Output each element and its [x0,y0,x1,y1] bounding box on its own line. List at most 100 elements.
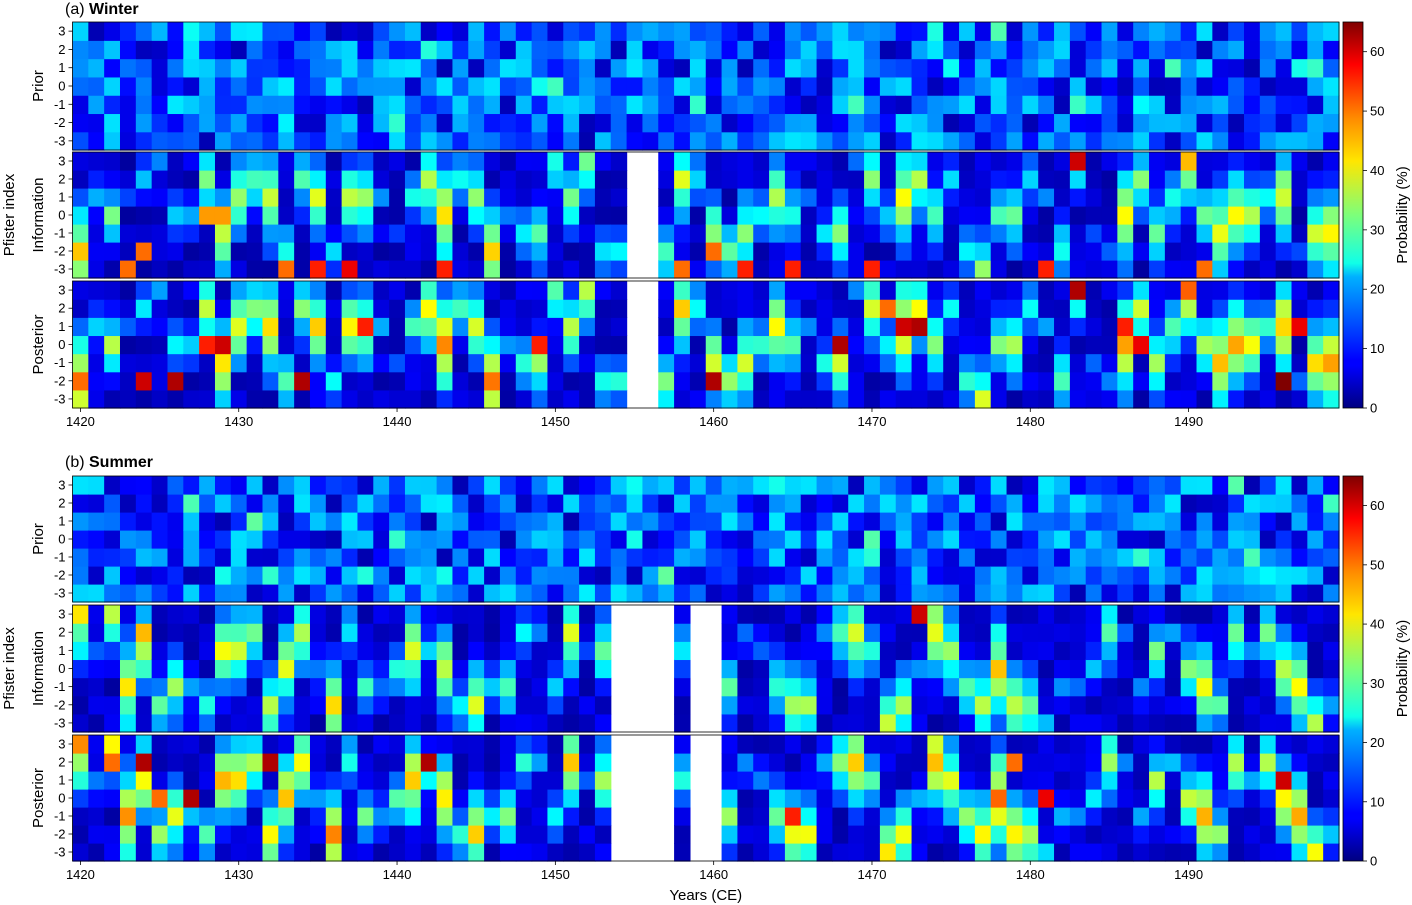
heatmap-cell [705,22,723,41]
heatmap-cell [1228,242,1245,261]
heatmap-cell [199,206,216,225]
heatmap-cell [927,530,944,549]
heatmap-cell [468,789,485,808]
heatmap-cell [879,152,897,171]
heatmap-cell [563,371,580,391]
heatmap-cell [325,299,343,318]
heatmap-cell [1117,353,1134,373]
heatmap-cell [800,530,818,549]
heatmap-cell [1133,771,1150,790]
heatmap-cell [278,371,295,391]
heatmap-cell [325,22,343,41]
heatmap-cell [705,281,723,300]
heatmap-cell [1085,281,1103,300]
heatmap-cell [579,335,596,355]
heatmap-cell [1101,530,1118,549]
heatmap-cell [832,494,849,513]
heatmap-cell [135,170,153,189]
heatmap-cell [1307,389,1324,409]
colorbar-tick-label: 40 [1370,617,1384,632]
heatmap-cell [151,206,169,225]
heatmap-cell [373,512,390,531]
heatmap-cell [468,623,485,642]
heatmap-cell [119,389,137,409]
heatmap-cell [151,623,169,642]
heatmap-cell [531,623,549,642]
heatmap-cell [183,40,200,60]
heatmap-cell [183,242,200,261]
heatmap-cell [1307,548,1324,567]
heatmap-cell [135,843,153,862]
heatmap-cell [1133,206,1150,225]
heatmap-cell [1085,206,1103,225]
heatmap-cell [389,623,406,642]
heatmap-cell [927,95,944,115]
heatmap-cell [262,641,279,661]
heatmap-cell [1133,170,1150,189]
heatmap-cell [246,76,264,96]
heatmap-cell [1275,260,1293,279]
heatmap-cell [974,353,992,373]
heatmap-cell [309,170,327,189]
heatmap-cell [278,677,295,697]
heatmap-cell [468,677,485,697]
heatmap-cell [1323,113,1340,133]
heatmap-cell [167,299,184,318]
heatmap-cell [436,371,454,391]
heatmap-cell [579,584,596,603]
heatmap-cell [151,659,169,679]
heatmap-cell [674,584,691,603]
heatmap-cell [484,335,501,355]
heatmap-cell [1022,695,1039,715]
heatmap-cell [1291,389,1308,409]
heatmap-cell [183,476,200,495]
heatmap-cell [183,807,200,826]
heatmap-cell [753,76,770,96]
heatmap-cell [563,807,580,826]
heatmap-cell [864,152,881,171]
heatmap-cell [357,242,374,261]
heatmap-cell [88,22,105,41]
heatmap-cell [1307,753,1324,772]
heatmap-cell [294,789,311,808]
heatmap-cell [1164,317,1182,337]
heatmap-cell [484,659,501,679]
heatmap-cell [563,659,580,679]
heatmap-cell [864,641,881,661]
heatmap-cell [531,789,549,808]
heatmap-cell [119,494,137,513]
heatmap-cell [183,58,200,78]
heatmap-cell [119,605,137,624]
heatmap-cell [452,224,469,243]
heatmap-cell [990,260,1008,279]
heatmap-cell [389,40,406,60]
heatmap-cell [230,771,248,790]
heatmap-cell [499,317,517,337]
heatmap-cell [864,389,881,409]
heatmap-cell [547,170,564,189]
heatmap-cell [737,789,754,808]
heatmap-cell [88,353,105,373]
heatmap-cell [911,22,928,41]
heatmap-cell [167,242,184,261]
heatmap-cell [547,371,564,391]
heatmap-cell [1244,530,1261,549]
heatmap-cell [404,605,422,624]
heatmap-cell [1291,735,1308,754]
heatmap-cell [1164,566,1182,585]
heatmap-cell [1133,476,1150,495]
heatmap-cell [325,641,343,661]
heatmap-cell [674,807,691,826]
heatmap-cell [737,299,754,318]
heatmap-cell [1117,807,1134,826]
heatmap-cell [1101,825,1118,844]
heatmap-cell [990,353,1008,373]
heatmap-cell [1117,113,1134,133]
heatmap-cell [230,58,248,78]
heatmap-cell [214,152,232,171]
heatmap-cell [404,843,422,862]
heatmap-cell [373,58,390,78]
heatmap-cell [1133,389,1150,409]
x-tick-label: 1420 [66,867,95,882]
y-tick-label: -3 [54,133,66,148]
